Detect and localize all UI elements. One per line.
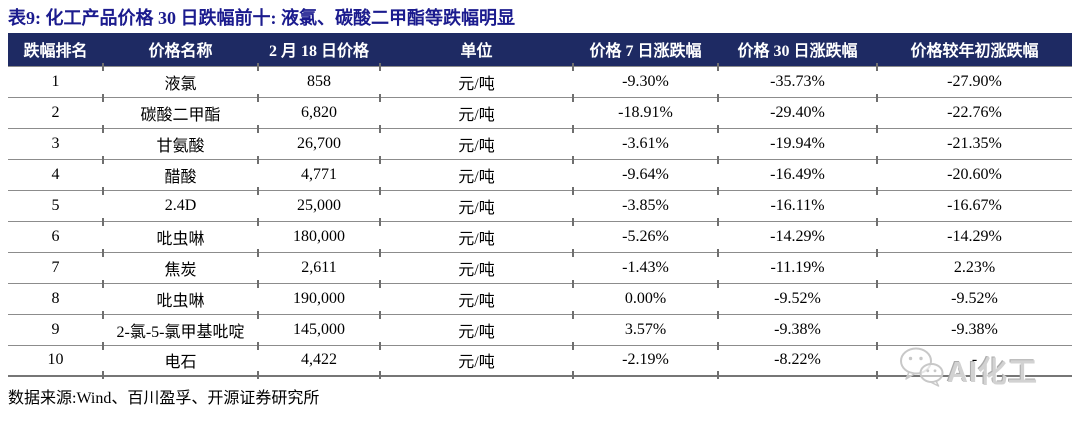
table-cell: -14.29% (717, 218, 877, 252)
column-header: 价格较年初涨跌幅 (877, 33, 1072, 66)
table-cell: 3 (8, 127, 103, 159)
table-cell: -21.35% (876, 125, 1072, 159)
table-row: 4 醋酸 4,771 元/吨 -9.64% -16.49% -20.60% (8, 156, 1072, 190)
table-cell: 元/吨 (379, 311, 573, 345)
table-cell: 8 (8, 282, 103, 314)
table-row: 7 焦炭 2,611 元/吨 -1.43% -11.19% 2.23% (8, 249, 1072, 283)
table-cell: 2.4D (102, 187, 258, 221)
table-row: 1 液氯 858 元/吨 -9.30% -35.73% -27.90% (8, 63, 1072, 97)
table-cell: 4,422 (257, 342, 380, 380)
table-cell: 元/吨 (379, 63, 573, 97)
table-cell: -8.22% (717, 342, 877, 380)
table-cell: 元/吨 (379, 94, 573, 128)
table-cell: -2.19% (572, 342, 718, 380)
table-cell: 甘氨酸 (102, 125, 258, 159)
table-cell: 1 (8, 65, 103, 97)
table-cell: 4,771 (257, 156, 380, 190)
column-header: 单位 (380, 33, 573, 66)
table-row: 8 吡虫啉 190,000 元/吨 0.00% -9.52% -9.52% (8, 280, 1072, 314)
table-cell: -9.64% (572, 156, 718, 190)
table-cell: -22.76% (876, 94, 1072, 128)
data-source-note: 数据来源:Wind、百川盈孚、开源证券研究所 (8, 390, 320, 407)
table-cell: 元/吨 (379, 156, 573, 190)
table-cell: -9.52% (717, 280, 877, 314)
table-cell: 6,820 (257, 94, 380, 128)
column-header: 价格 7 日涨跌幅 (573, 33, 718, 66)
table-row: 6 吡虫啉 180,000 元/吨 -5.26% -14.29% -14.29% (8, 218, 1072, 252)
price-decline-table: 跌幅排名 价格名称 2 月 18 日价格 单位 价格 7 日涨跌幅 价格 30 日涨跌幅价… (8, 33, 1072, 380)
table-cell: - (876, 342, 1072, 380)
table-cell: 9 (8, 313, 103, 345)
table-cell: -1.43% (572, 249, 718, 283)
table-cell: -16.49% (717, 156, 877, 190)
table-row: 9 2-氯-5-氯甲基吡啶 145,000 元/吨 3.57% -9.38% -9.38% (8, 311, 1072, 345)
table-cell: -19.94% (717, 125, 877, 159)
table-cell: 5 (8, 189, 103, 221)
table-cell: 4 (8, 158, 103, 190)
table-cell: 858 (257, 63, 380, 97)
table-title: 表9: 化工产品价格 30 日跌幅前十: 液氯、碳酸二甲酯等跌幅明显 (8, 8, 515, 28)
table-cell: -9.30% (572, 63, 718, 97)
table-cell: 元/吨 (379, 218, 573, 252)
table-cell: -3.85% (572, 187, 718, 221)
table-cell: -16.11% (717, 187, 877, 221)
table-cell: -11.19% (717, 249, 877, 283)
table-cell: 元/吨 (379, 187, 573, 221)
column-header: 价格名称 (103, 33, 258, 66)
table-cell: 25,000 (257, 187, 380, 221)
table-cell: -35.73% (717, 63, 877, 97)
table-cell: 醋酸 (102, 156, 258, 190)
table-cell: 145,000 (257, 311, 380, 345)
table-cell: 2-氯-5-氯甲基吡啶 (102, 311, 258, 345)
table-cell: 元/吨 (379, 342, 573, 380)
column-header: 价格 30 日涨跌幅 (718, 33, 877, 66)
table-cell: 2 (8, 96, 103, 128)
table-cell: -9.38% (717, 311, 877, 345)
table-cell: -29.40% (717, 94, 877, 128)
table-cell: -16.67% (876, 187, 1072, 221)
table-cell: 液氯 (102, 63, 258, 97)
table-cell: 10 (8, 344, 103, 377)
table-cell: 6 (8, 220, 103, 252)
table-row: 2 碳酸二甲酯 6,820 元/吨 -18.91% -29.40% -22.76% (8, 94, 1072, 128)
table-body: 1 液氯 858 元/吨 -9.30% -35.73% -27.90% 2 碳酸二甲酯 6,820… (8, 63, 1072, 380)
table-row: 5 2.4D 25,000 元/吨 -3.85% -16.11% -16.67% (8, 187, 1072, 221)
table-cell: -18.91% (572, 94, 718, 128)
table-cell: 180,000 (257, 218, 380, 252)
table-cell: 2.23% (876, 249, 1072, 283)
table-cell: 2,611 (257, 249, 380, 283)
table-cell: 元/吨 (379, 280, 573, 314)
column-header: 2 月 18 日价格 (258, 33, 380, 66)
table-cell: -3.61% (572, 125, 718, 159)
table-cell: -5.26% (572, 218, 718, 252)
table-cell: 吡虫啉 (102, 280, 258, 314)
table-header-row: 跌幅排名 价格名称 2 月 18 日价格 单位 价格 7 日涨跌幅 价格 30 日涨跌幅价… (8, 33, 1072, 66)
table-cell: 元/吨 (379, 249, 573, 283)
table-cell: 26,700 (257, 125, 380, 159)
column-header: 跌幅排名 (8, 33, 103, 66)
table-row: 3 甘氨酸 26,700 元/吨 -3.61% -19.94% -21.35% (8, 125, 1072, 159)
table-cell: -9.52% (876, 280, 1072, 314)
table-cell: 3.57% (572, 311, 718, 345)
table-row: 10 电石 4,422 元/吨 -2.19% -8.22% - (8, 342, 1072, 380)
table-cell: -14.29% (876, 218, 1072, 252)
table-cell: -27.90% (876, 63, 1072, 97)
table-cell: 吡虫啉 (102, 218, 258, 252)
table-cell: 0.00% (572, 280, 718, 314)
table-cell: -20.60% (876, 156, 1072, 190)
table-cell: -9.38% (876, 311, 1072, 345)
table-cell: 焦炭 (102, 249, 258, 283)
table-cell: 190,000 (257, 280, 380, 314)
table-cell: 电石 (102, 342, 258, 380)
table-cell: 碳酸二甲酯 (102, 94, 258, 128)
table-cell: 元/吨 (379, 125, 573, 159)
table-cell: 7 (8, 251, 103, 283)
